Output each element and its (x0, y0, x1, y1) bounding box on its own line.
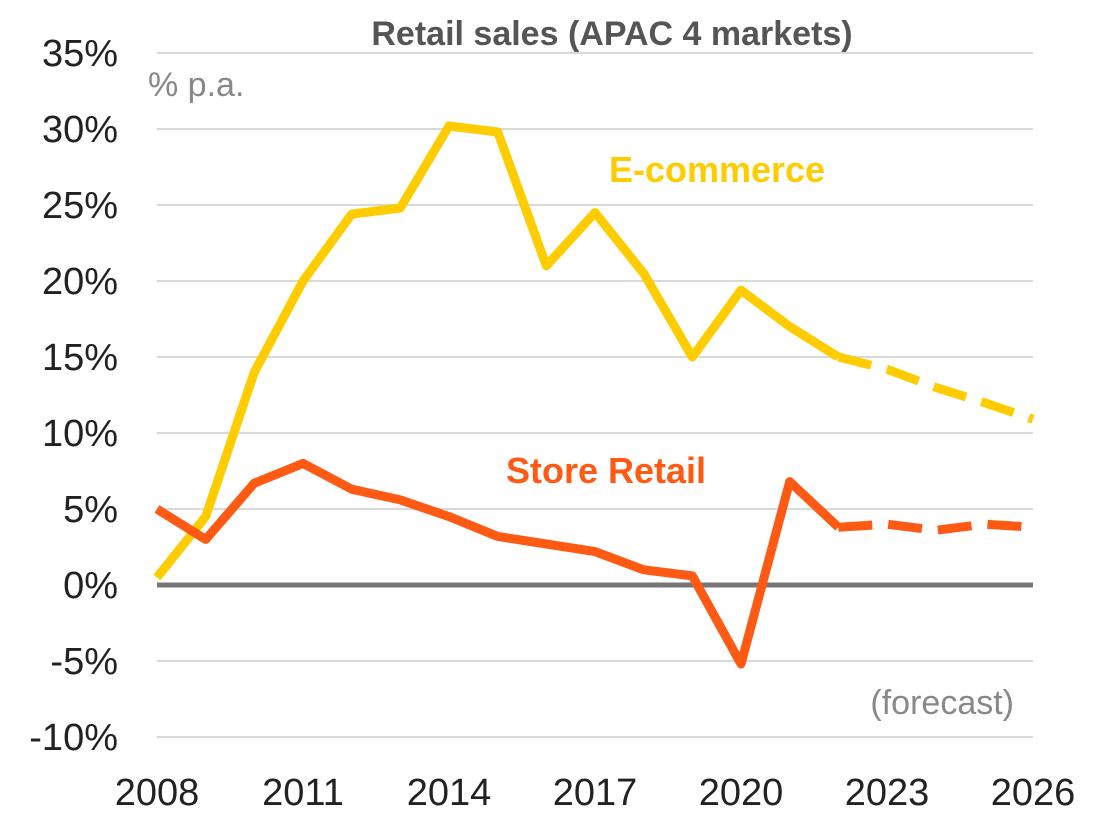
x-tick-label: 2026 (991, 772, 1076, 814)
y-tick-label: -10% (29, 717, 118, 759)
series-line-store-retail-actual (154, 458, 842, 669)
y-tick-label: 10% (42, 413, 118, 455)
y-tick-label: -5% (50, 641, 118, 683)
series-line-e-commerce-forecast (837, 352, 1035, 424)
x-tick-label: 2011 (262, 772, 344, 814)
y-tick-label: 5% (63, 489, 118, 531)
y-tick-label: 15% (42, 337, 118, 379)
y-tick-label: 30% (42, 109, 118, 151)
series-label-store-retail: Store Retail (506, 450, 706, 491)
series-line-e-commerce-actual (153, 121, 841, 581)
x-tick-label: 2017 (553, 772, 638, 814)
y-tick-label: 35% (42, 33, 118, 75)
x-axis-ticks: 2008 2011 2014 2017 2020 2023 2026 (115, 772, 1076, 814)
y-tick-label: 0% (63, 565, 118, 607)
y-tick-label: 25% (42, 185, 118, 227)
x-tick-label: 2008 (115, 772, 200, 814)
gridlines (157, 52, 1033, 738)
forecast-annotation: (forecast) (870, 684, 1014, 722)
x-tick-label: 2020 (699, 772, 784, 814)
y-tick-label: 20% (42, 261, 118, 303)
series-label-ecommerce: E-commerce (609, 149, 825, 190)
series-line-store-retail-forecast (838, 519, 1034, 535)
series-lines (153, 121, 1035, 669)
x-tick-label: 2023 (845, 772, 930, 814)
y-axis-ticks: -10% -5% 0% 5% 10% 15% 20% 25% 30% 35% (29, 33, 118, 759)
x-tick-label: 2014 (407, 772, 492, 814)
chart-title: Retail sales (APAC 4 markets) (371, 15, 852, 53)
unit-label: % p.a. (148, 66, 244, 104)
